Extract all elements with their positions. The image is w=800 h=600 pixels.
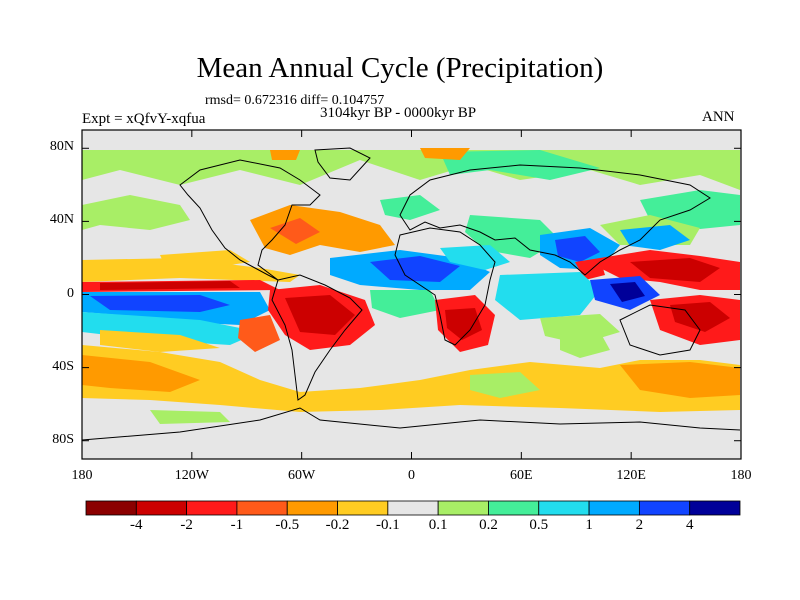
field-patch <box>285 295 355 335</box>
colorbar-swatch <box>337 500 389 516</box>
colorbar-swatch <box>588 500 640 516</box>
field-patch <box>440 245 510 270</box>
field-patch <box>82 345 740 412</box>
season-label: ANN <box>702 109 735 125</box>
y-tick-label: 80S <box>52 431 74 447</box>
field-patch <box>445 308 482 340</box>
coastline-north-america <box>179 159 321 281</box>
x-tick-label: 120E <box>616 468 646 483</box>
field-patch <box>380 195 440 220</box>
field-patch <box>620 225 690 250</box>
field-patch <box>100 281 240 290</box>
field-patch <box>82 355 200 392</box>
field-patch <box>90 295 230 312</box>
colorbar-label: 0.5 <box>529 517 549 533</box>
colorbar-label: 4 <box>685 517 694 533</box>
colorbar-swatch <box>638 500 691 516</box>
coastline-south-america <box>271 274 363 401</box>
field-patch <box>82 258 300 282</box>
field-patch <box>630 258 720 282</box>
coastlines <box>82 147 741 441</box>
field-patch <box>470 372 540 398</box>
field-patch <box>100 330 220 352</box>
colorbar-swatch <box>689 500 741 516</box>
colorbar-label: -0.5 <box>275 517 300 533</box>
colorbar-swatch <box>437 500 489 516</box>
field-patch <box>610 282 645 302</box>
field-patch <box>495 272 600 320</box>
axis-ticks <box>81 130 742 459</box>
coastline-antarctica <box>82 407 741 441</box>
colorbar-label: 0.2 <box>479 517 498 533</box>
experiment-label: Expt = xQfvY-xqfua <box>82 111 206 127</box>
chart-title: Mean Annual Cycle (Precipitation) <box>196 52 604 84</box>
field-patch <box>560 332 610 358</box>
y-tick-label: 80N <box>49 139 74 155</box>
x-tick-label: 120W <box>174 468 209 483</box>
rmsd-diff-stats: rmsd= 0.672316 diff= 0.104757 <box>205 93 385 108</box>
colorbar-swatch <box>186 500 238 516</box>
field-patch <box>370 290 440 318</box>
field-patch <box>420 148 470 160</box>
colorbar-swatch <box>85 500 137 516</box>
coastline-greenland <box>314 147 371 181</box>
field-patch <box>82 195 190 230</box>
colorbar-label: -0.1 <box>375 517 400 533</box>
colorbar-label: 2 <box>635 517 644 533</box>
field-patch <box>555 236 600 262</box>
x-tick-label: 60E <box>510 468 533 483</box>
colorbar <box>85 500 741 516</box>
colorbar-swatch <box>236 500 288 516</box>
colorbar-label: -4 <box>130 517 143 533</box>
x-tick-label: 0 <box>408 468 415 483</box>
field-patch <box>150 410 230 424</box>
y-tick-label: 0 <box>67 285 74 301</box>
coastline-europe-asia <box>399 164 711 276</box>
x-tick-label: 180 <box>730 468 752 483</box>
time-period-label: 3104kyr BP - 0000kyr BP <box>320 105 477 121</box>
field-patch <box>238 315 280 352</box>
colorbar-swatch <box>488 500 540 516</box>
x-tick-label: 180 <box>71 468 93 483</box>
field-patch <box>270 218 320 244</box>
colorbar-label: -1 <box>230 517 244 533</box>
field-patch <box>250 205 395 255</box>
field-patch <box>270 150 300 160</box>
colorbar-label: -0.2 <box>325 517 350 533</box>
colorbar-label: -2 <box>180 517 193 533</box>
colorbar-label: 0.1 <box>428 517 448 533</box>
coastline-australia <box>619 304 701 356</box>
coastline-africa <box>394 227 496 346</box>
colorbar-swatch <box>387 500 439 516</box>
colorbar-swatch <box>286 500 338 516</box>
x-tick-label: 60W <box>288 468 316 483</box>
field-patch <box>370 256 460 282</box>
y-tick-label: 40N <box>49 212 74 228</box>
colorbar-swatch <box>538 500 590 516</box>
field-patch <box>620 362 740 398</box>
field-patch <box>82 150 740 190</box>
colorbar-label: 1 <box>585 517 593 533</box>
colorbar-swatch <box>135 500 188 516</box>
y-tick-label: 40S <box>52 358 74 374</box>
